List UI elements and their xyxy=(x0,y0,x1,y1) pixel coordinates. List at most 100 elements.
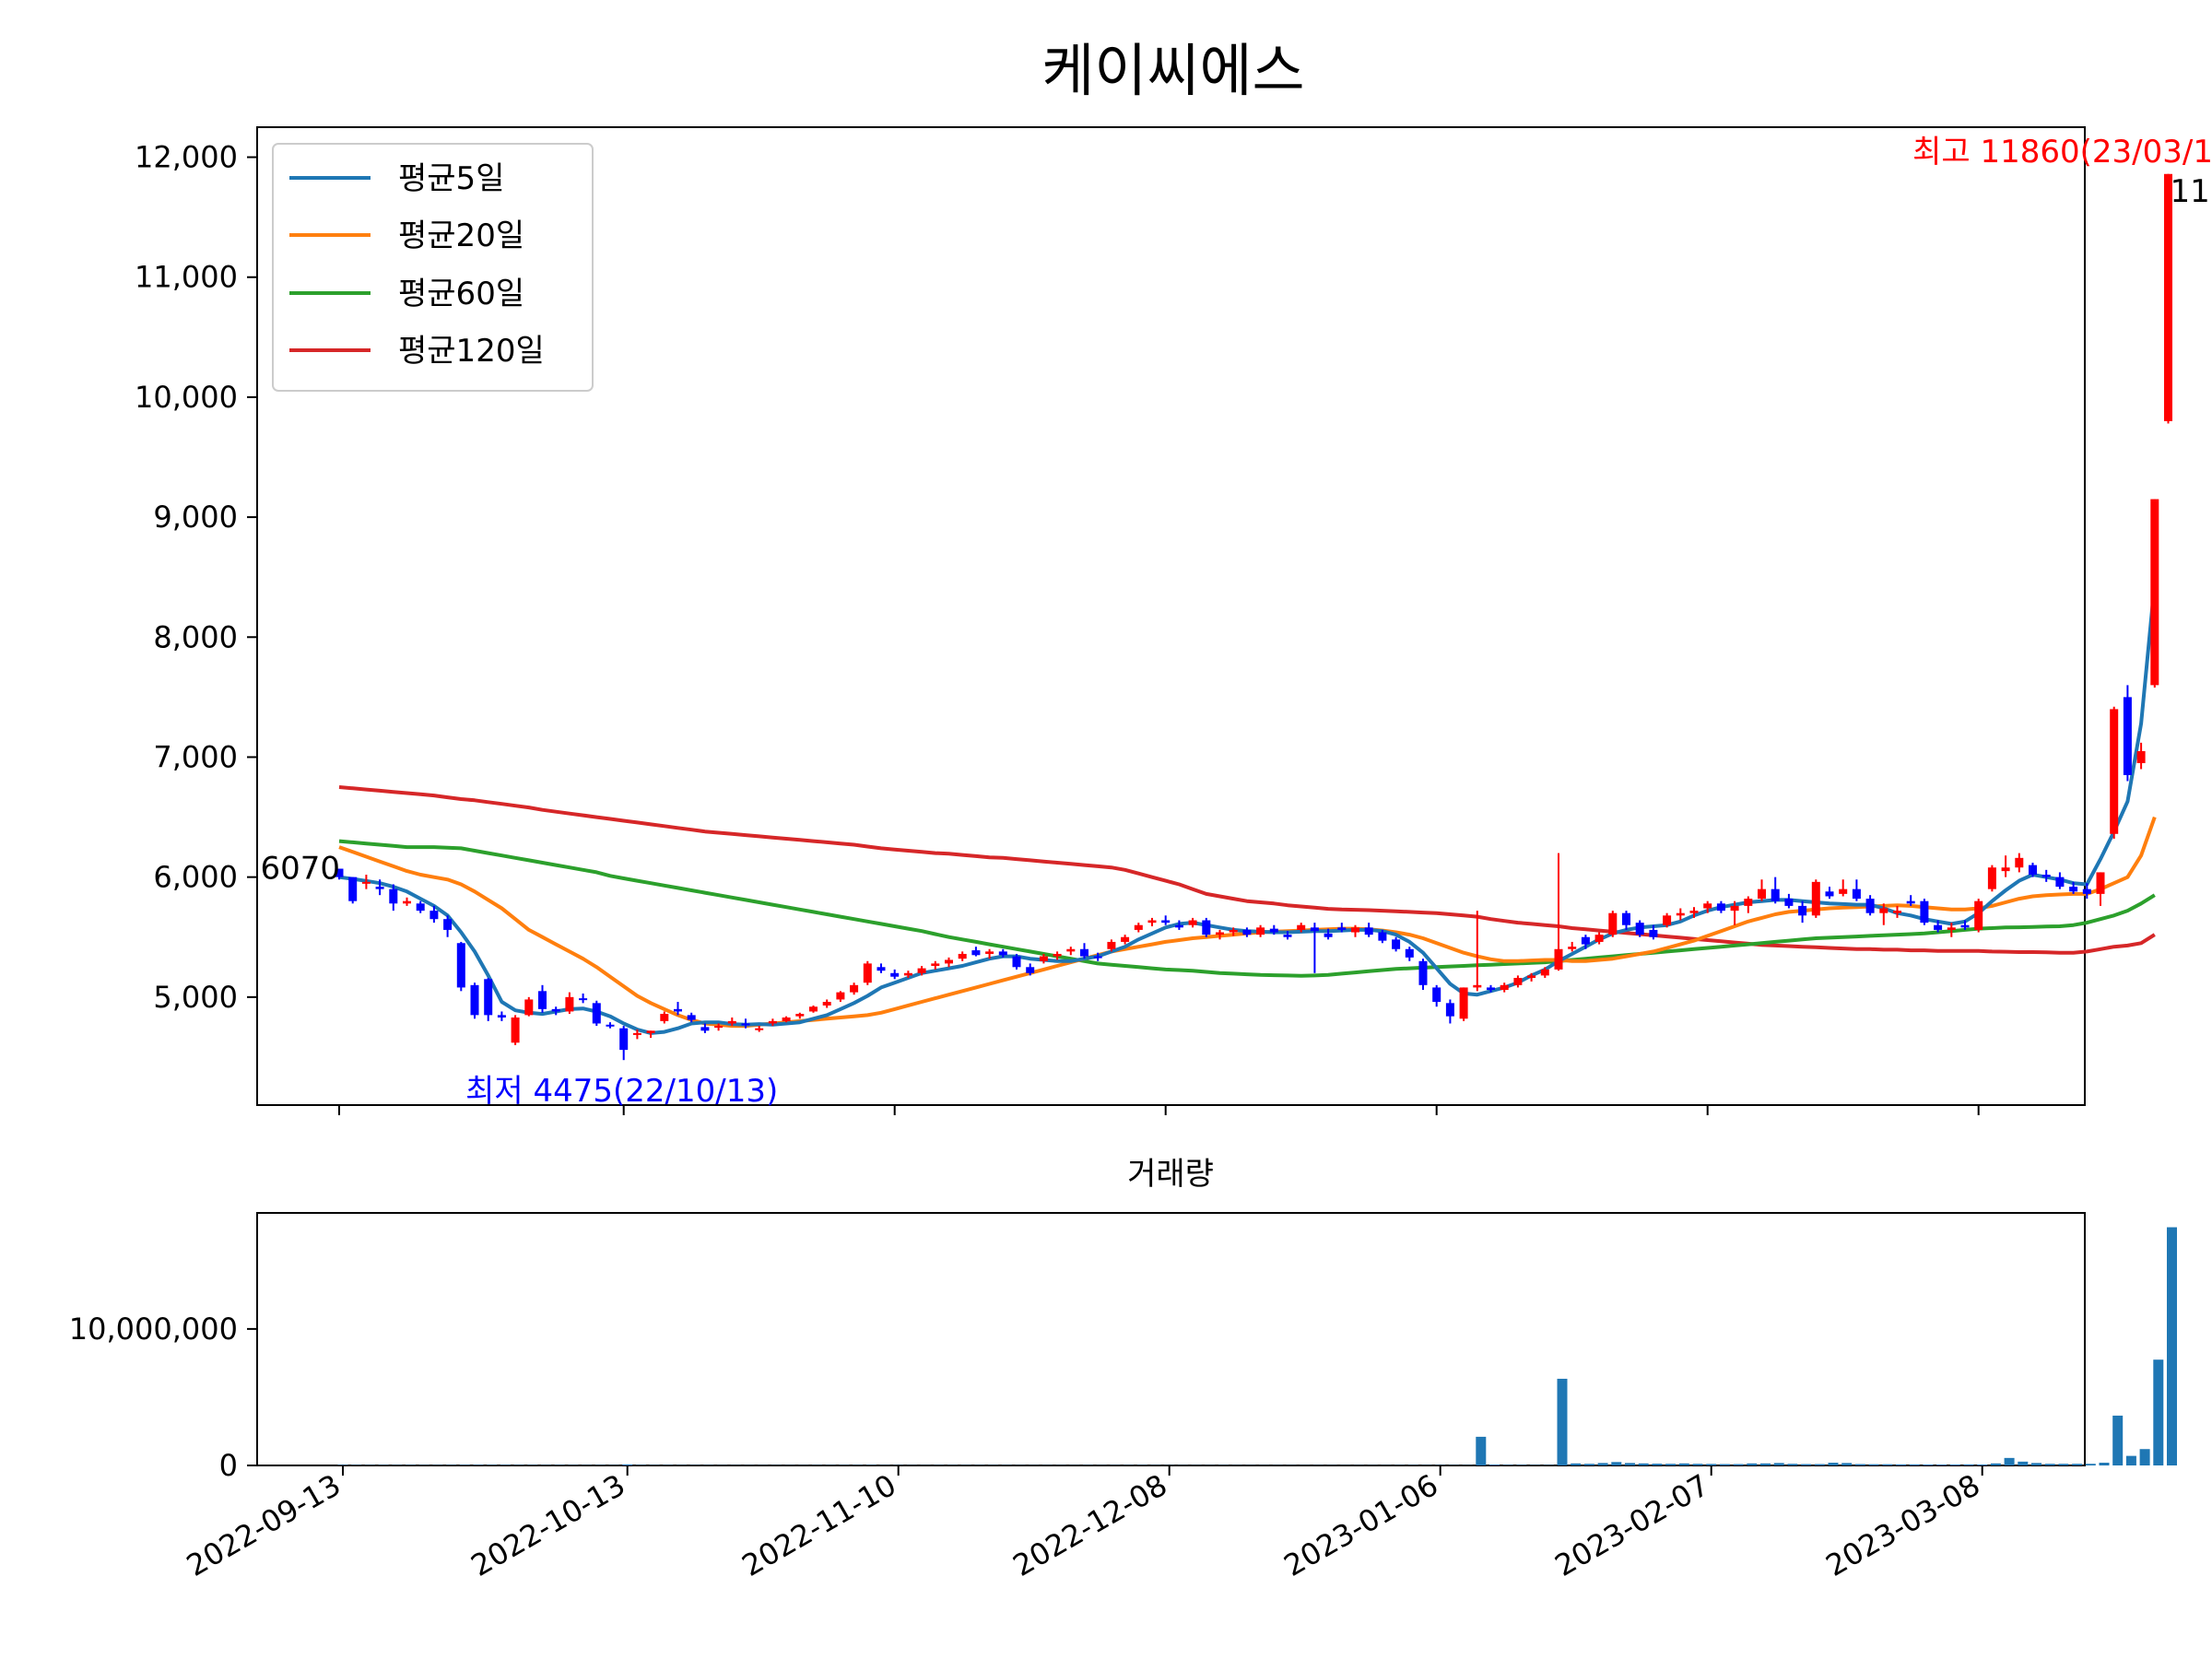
candle xyxy=(1825,887,1834,900)
candle xyxy=(1513,975,1523,988)
candle-body xyxy=(1947,927,1956,930)
candle xyxy=(1934,920,1943,933)
candle-body xyxy=(1839,888,1848,894)
legend-label-ma20: 평균20일 xyxy=(398,218,524,254)
candle-body xyxy=(674,1008,682,1012)
candle xyxy=(646,1030,655,1039)
candle xyxy=(2029,863,2037,877)
candle xyxy=(1635,920,1644,937)
candle-body xyxy=(1758,888,1766,900)
candle-body xyxy=(1324,933,1333,937)
last-close-label: 11860 xyxy=(2171,173,2212,210)
candle-body xyxy=(1500,984,1509,991)
candle-body xyxy=(1202,920,1211,935)
candle xyxy=(1758,879,1766,901)
price-y-tick-label: 12,000 xyxy=(135,140,238,175)
candle-body xyxy=(1893,911,1901,913)
candle xyxy=(2001,855,2010,877)
candle-body xyxy=(1174,924,1183,928)
volume-bar xyxy=(2072,1464,2083,1465)
candle-body xyxy=(2041,875,2051,877)
candle-body xyxy=(2164,173,2172,421)
candle-body xyxy=(646,1030,655,1033)
candle-body xyxy=(2069,887,2078,892)
candle xyxy=(1676,908,1685,921)
candle xyxy=(1012,953,1021,970)
candle-body xyxy=(1418,960,1428,985)
candle xyxy=(2110,706,2119,839)
chart-title: 케이씨에스 xyxy=(1041,37,1304,104)
candle xyxy=(1134,923,1143,933)
candle-body xyxy=(619,1028,629,1051)
candle-body xyxy=(429,911,439,920)
candle-body xyxy=(592,1003,601,1024)
candle xyxy=(429,905,439,924)
candle-body xyxy=(714,1026,724,1029)
candle xyxy=(931,960,940,970)
price-plot-frame xyxy=(256,126,2086,1106)
volume-x-axis: 2022-09-13 2022-10-13 2022-11-10 2022-12-08… xyxy=(181,1465,1986,1583)
volume-bar xyxy=(2167,1227,2177,1465)
candle-body xyxy=(1039,956,1048,961)
candle-body xyxy=(1960,924,1970,928)
first-close-label: 6070 xyxy=(260,851,340,888)
volume-bar xyxy=(2125,1455,2136,1465)
candle-body xyxy=(850,984,859,993)
candle xyxy=(1161,915,1171,925)
volume-bar xyxy=(1638,1463,1649,1465)
candle xyxy=(714,1023,724,1031)
volume-bar xyxy=(2018,1461,2029,1465)
candle-body xyxy=(1703,903,1712,909)
candle-body xyxy=(2096,872,2105,894)
candle xyxy=(1121,935,1130,945)
volume-bar xyxy=(1706,1464,1717,1465)
candle xyxy=(1703,900,1712,913)
candle xyxy=(1920,899,1929,925)
candle-body xyxy=(782,1017,791,1021)
candle xyxy=(850,982,859,995)
candle xyxy=(1608,911,1618,937)
volume-bar xyxy=(1760,1463,1771,1465)
candle-body xyxy=(361,881,371,884)
volume-bar xyxy=(1828,1463,1839,1465)
series-line-ma60 xyxy=(338,839,2156,978)
volume-bar xyxy=(1476,1436,1487,1465)
candle-body xyxy=(524,999,534,1016)
x-tick-label: 2022-09-13 xyxy=(181,1467,347,1583)
candle xyxy=(674,1002,682,1016)
candle xyxy=(768,1018,777,1027)
candle xyxy=(1216,929,1224,940)
candle xyxy=(1594,932,1604,945)
candle-body xyxy=(1987,867,1996,889)
candle-body xyxy=(1568,947,1577,949)
candle-body xyxy=(1161,920,1171,924)
candle-body xyxy=(606,1024,615,1027)
candle xyxy=(1784,893,1794,909)
candle xyxy=(632,1029,641,1040)
candle-body xyxy=(1920,900,1929,924)
candle-body xyxy=(538,991,547,1009)
volume-bars xyxy=(337,1227,2177,1465)
candle-body xyxy=(890,972,900,977)
candle-body xyxy=(1121,936,1130,942)
candle xyxy=(985,948,994,959)
price-panel: 5,000 6,000 7,000 8,000 9,000 10,000 11,000 12,… xyxy=(135,126,2212,1115)
candle xyxy=(1242,927,1252,937)
candle-body xyxy=(1934,924,1943,930)
candle-body xyxy=(1974,900,1983,930)
candle xyxy=(727,1017,736,1027)
candle xyxy=(1487,984,1495,993)
candle xyxy=(1906,895,1915,906)
candle-body xyxy=(1093,956,1102,959)
candle xyxy=(1202,917,1211,937)
annotations: 6070 11860 최고 11860(23/03/10) 최저 4475(22… xyxy=(260,134,2212,1110)
candle-body xyxy=(1879,908,1888,913)
candle-body xyxy=(1527,975,1536,979)
candle xyxy=(1974,899,1983,933)
candle xyxy=(1445,999,1454,1024)
candle xyxy=(2015,853,2024,873)
x-tick-label: 2023-02-07 xyxy=(1549,1467,1715,1583)
candle xyxy=(1839,879,1848,897)
candle xyxy=(1080,943,1088,959)
series-line-ma120 xyxy=(338,785,2156,955)
